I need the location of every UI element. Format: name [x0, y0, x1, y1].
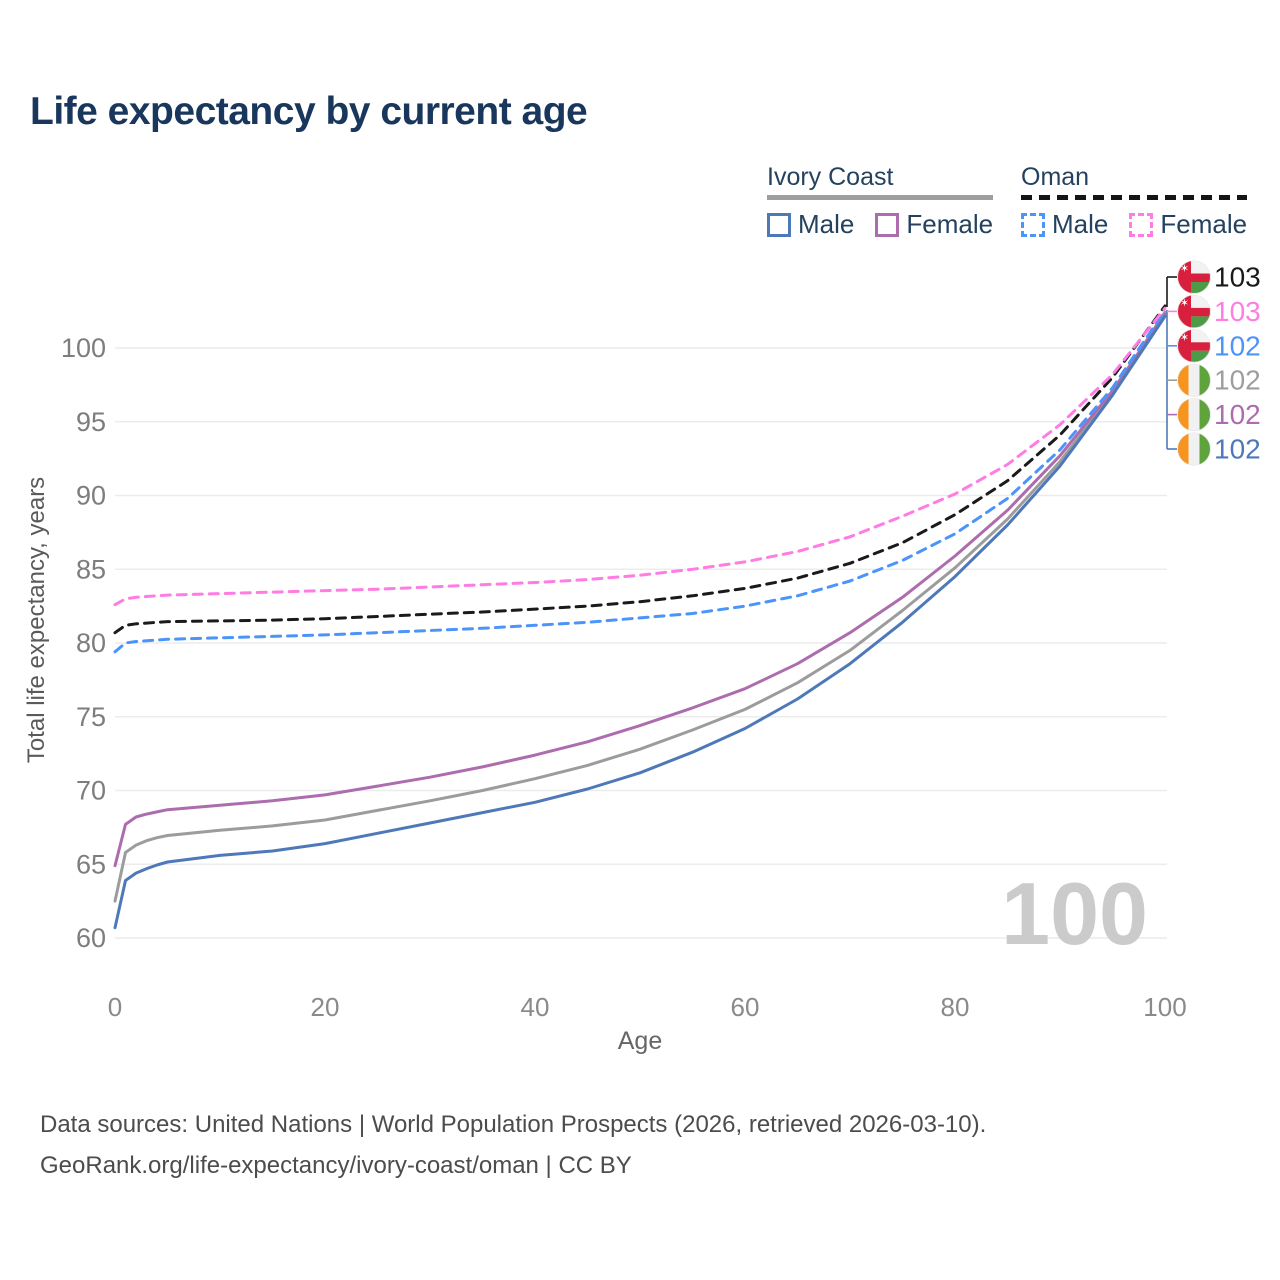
legend-swatch-oman-male	[1021, 212, 1045, 237]
age-counter-watermark: 100	[1001, 864, 1148, 963]
legend-item-oman-male[interactable]: Male	[1021, 209, 1108, 240]
y-tick-label-90: 90	[76, 481, 106, 511]
legend-label-ivory-coast-female: Female	[906, 209, 994, 239]
oman-emblem: ✶	[1180, 332, 1189, 344]
oman-emblem: ✶	[1180, 263, 1189, 275]
footer-attribution: GeoRank.org/life-expectancy/ivory-coast/…	[40, 1152, 632, 1179]
y-tick-label-100: 100	[61, 333, 106, 363]
legend-label-oman-female: Female	[1160, 209, 1248, 239]
y-tick-label-70: 70	[76, 776, 106, 806]
legend-label-ivory-coast-male: Male	[798, 209, 855, 239]
legend-header-ivory-coast[interactable]: Ivory Coast	[767, 163, 894, 191]
legend-item-oman-female[interactable]: Female	[1129, 209, 1247, 240]
x-tick-label-60: 60	[731, 992, 760, 1022]
oman-flag-icon: ✶	[1177, 260, 1211, 294]
legend-swatch-ivory-coast-female	[875, 212, 900, 237]
y-tick-label-60: 60	[76, 923, 106, 953]
legend-label-oman-male: Male	[1052, 209, 1109, 239]
legend-swatch-oman-female	[1129, 212, 1154, 237]
x-tick-label-20: 20	[311, 992, 340, 1022]
end-value-label-oman-male: 102	[1214, 330, 1261, 361]
oman-flag-icon: ✶	[1177, 294, 1211, 328]
legend-underline-ivory-coast-solid-line	[767, 195, 994, 200]
y-tick-label-75: 75	[76, 702, 106, 732]
legend-item-ivory-coast-male[interactable]: Male	[767, 209, 854, 240]
series-line-oman-male[interactable]	[113, 308, 1167, 654]
x-axis-title: Age	[618, 1027, 662, 1055]
y-tick-label-65: 65	[76, 849, 106, 879]
x-tick-label-40: 40	[521, 992, 550, 1022]
footer-data-sources: Data sources: United Nations | World Pop…	[40, 1111, 987, 1138]
end-value-label-oman-total: 103	[1214, 262, 1261, 293]
ivory-coast-flag-icon	[1177, 398, 1211, 432]
end-value-label-oman-female: 103	[1214, 296, 1261, 327]
legend-underline-oman-dashed-line	[1021, 195, 1248, 200]
series-line-oman-female[interactable]	[113, 306, 1167, 607]
footer: Data sources: United Nations | World Pop…	[40, 1104, 986, 1186]
y-tick-label-95: 95	[76, 407, 106, 437]
legend-header-oman[interactable]: Oman	[1021, 163, 1090, 191]
legend-group-ivory-coast: Ivory Coast Male Female	[767, 163, 994, 240]
legend-swatch-ivory-coast-male	[767, 212, 791, 237]
legend-items-ivory-coast: Male Female	[767, 209, 993, 240]
y-tick-label-85: 85	[76, 554, 106, 584]
chart-title: Life expectancy by current age	[30, 90, 588, 133]
series-line-ivory-coast-male[interactable]	[113, 314, 1167, 930]
legend-item-ivory-coast-female[interactable]: Female	[875, 209, 993, 240]
x-tick-label-80: 80	[941, 992, 970, 1022]
x-tick-label-0: 0	[108, 992, 122, 1022]
legend-items-oman: Male Female	[1021, 209, 1247, 240]
end-value-label-ivory-coast-male: 102	[1214, 434, 1261, 465]
end-value-label-ivory-coast-female: 102	[1214, 399, 1261, 430]
series-line-oman-total[interactable]	[113, 304, 1167, 635]
legend-group-oman: Oman Male Female	[1021, 163, 1248, 240]
x-tick-label-100: 100	[1143, 992, 1186, 1022]
end-value-label-ivory-coast-total: 102	[1214, 365, 1261, 396]
ivory-coast-flag-icon	[1177, 363, 1211, 397]
oman-flag-icon: ✶	[1177, 329, 1211, 363]
series-line-ivory-coast-female[interactable]	[113, 312, 1167, 868]
oman-emblem: ✶	[1180, 297, 1189, 309]
ivory-coast-flag-icon	[1177, 432, 1211, 466]
series-line-ivory-coast-total[interactable]	[113, 310, 1167, 903]
y-tick-label-80: 80	[76, 628, 106, 658]
y-axis-title: Total life expectancy, years	[23, 477, 50, 763]
